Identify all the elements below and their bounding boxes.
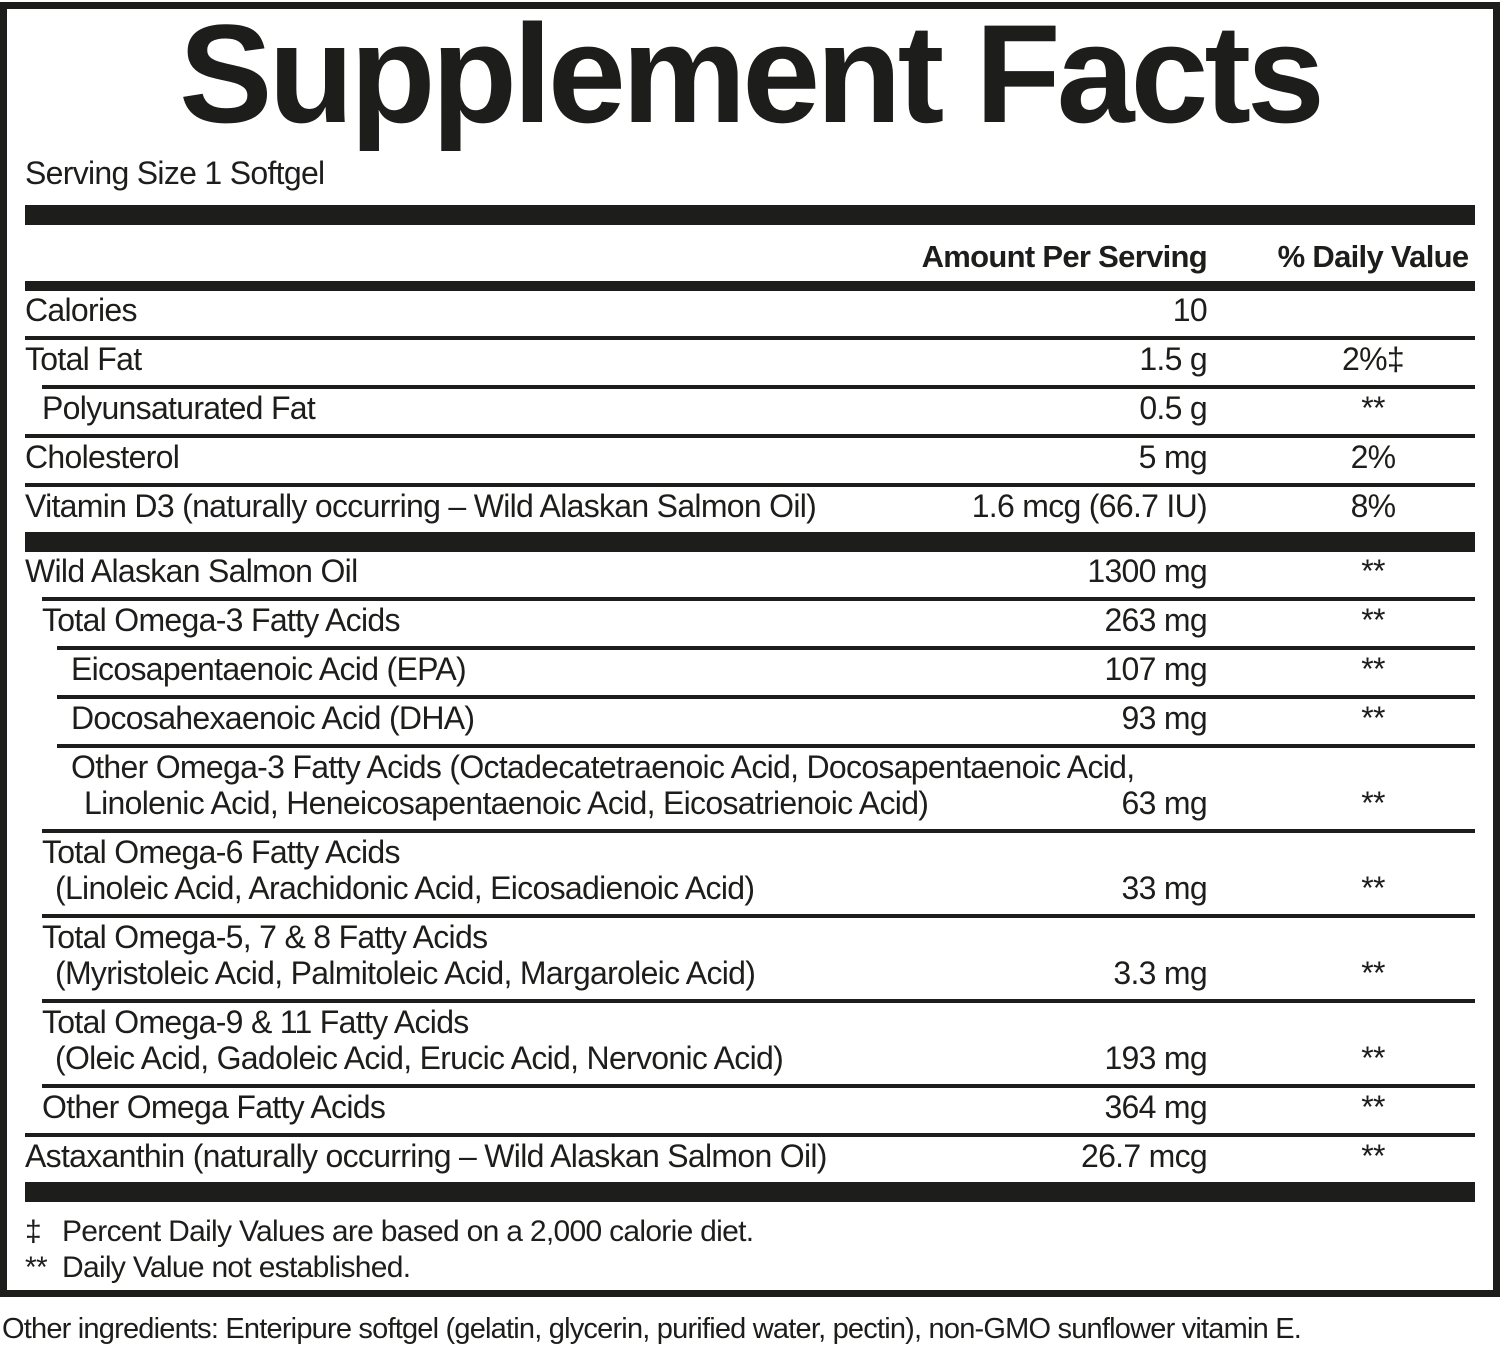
nutrient-name: Wild Alaskan Salmon Oil (25, 553, 358, 589)
daily-value: ** (1361, 1089, 1385, 1125)
row-dha: Docosahexaenoic Acid (DHA) 93 mg ** (7, 699, 1493, 744)
row-total-omega-5-7-8: Total Omega-5, 7 & 8 Fatty Acids (Myrist… (7, 918, 1493, 999)
row-divider (42, 999, 1475, 1003)
nutrient-name: Total Omega-9 & 11 Fatty Acids (42, 1004, 469, 1040)
row-calories: Calories 10 (7, 291, 1493, 336)
row-divider (42, 1084, 1475, 1088)
amount-value: 5 mg (1138, 439, 1208, 475)
footnote-daily-values: ‡ Percent Daily Values are based on a 2,… (25, 1214, 1475, 1250)
footnotes: ‡ Percent Daily Values are based on a 2,… (25, 1214, 1475, 1286)
daily-value: 8% (1350, 488, 1397, 524)
row-divider (57, 744, 1475, 748)
serving-size: Serving Size 1 Softgel (25, 155, 325, 191)
nutrient-name: Eicosapentaenoic Acid (EPA) (71, 651, 467, 687)
nutrient-name-continued: Linolenic Acid, Heneicosapentaenoic Acid… (84, 785, 929, 821)
row-total-omega-6: Total Omega-6 Fatty Acids (Linoleic Acid… (7, 833, 1493, 914)
row-polyunsaturated-fat: Polyunsaturated Fat 0.5 g ** (7, 389, 1493, 434)
section-bar (25, 532, 1475, 552)
amount-value: 263 mg (1104, 602, 1207, 638)
daily-value: ** (1361, 553, 1385, 589)
daily-value: ** (1361, 1138, 1385, 1174)
row-divider (25, 483, 1475, 487)
row-other-omega-3: Other Omega-3 Fatty Acids (Octadecatetra… (7, 748, 1493, 829)
nutrient-name: Other Omega Fatty Acids (42, 1089, 386, 1125)
row-astaxanthin: Astaxanthin (naturally occurring – Wild … (7, 1137, 1493, 1182)
row-divider (42, 829, 1475, 833)
section-bar (25, 281, 1475, 291)
nutrient-name: Total Omega-5, 7 & 8 Fatty Acids (42, 919, 488, 955)
daily-value: 2%‡ (1342, 341, 1405, 377)
row-divider (42, 597, 1475, 601)
daily-value: ** (1361, 651, 1385, 687)
amount-value: 93 mg (1121, 700, 1208, 736)
row-divider (25, 434, 1475, 438)
amount-value: 10 (1172, 292, 1208, 328)
nutrient-name-continued: (Linoleic Acid, Arachidonic Acid, Eicosa… (55, 870, 755, 906)
footnote-text: Percent Daily Values are based on a 2,00… (62, 1215, 754, 1248)
nutrient-name: Cholesterol (25, 439, 180, 475)
row-divider (25, 1133, 1475, 1137)
amount-value: 193 mg (1104, 1040, 1207, 1076)
panel-title: Supplement Facts (179, 0, 1325, 152)
daily-value: 2% (1350, 439, 1397, 475)
daily-value: ** (1361, 785, 1385, 821)
amount-value: 3.3 mg (1113, 955, 1207, 991)
daily-value: ** (1361, 955, 1385, 991)
amount-value: 0.5 g (1139, 390, 1207, 426)
supplement-facts-panel: Supplement Facts Serving Size 1 Softgel … (0, 0, 1500, 1297)
daily-value: ** (1361, 870, 1385, 906)
row-cholesterol: Cholesterol 5 mg 2% (7, 438, 1493, 483)
footnote-symbol: ** (25, 1251, 48, 1284)
daily-value: ** (1361, 390, 1385, 426)
row-other-omega: Other Omega Fatty Acids 364 mg ** (7, 1088, 1493, 1133)
nutrient-name: Other Omega-3 Fatty Acids (Octadecatetra… (71, 749, 1135, 785)
amount-value: 364 mg (1104, 1089, 1207, 1125)
nutrient-name: Calories (25, 292, 137, 328)
amount-value: 1.5 g (1139, 341, 1207, 377)
row-divider (57, 695, 1475, 699)
row-divider (42, 385, 1475, 389)
footnote-text: Daily Value not established. (62, 1251, 411, 1284)
amount-value: 33 mg (1121, 870, 1208, 906)
daily-value: ** (1361, 1040, 1385, 1076)
row-total-omega-3: Total Omega-3 Fatty Acids 263 mg ** (7, 601, 1493, 646)
nutrient-name: Vitamin D3 (naturally occurring – Wild A… (25, 488, 817, 524)
row-vitamin-d3: Vitamin D3 (naturally occurring – Wild A… (7, 487, 1493, 532)
amount-value: 26.7 mcg (1080, 1138, 1208, 1174)
amount-value: 63 mg (1121, 785, 1208, 821)
amount-value: 1300 mg (1087, 553, 1207, 589)
row-total-omega-9-11: Total Omega-9 & 11 Fatty Acids (Oleic Ac… (7, 1003, 1493, 1084)
footnote-symbol: ‡ (25, 1215, 42, 1248)
nutrient-name: Total Fat (25, 341, 142, 377)
nutrient-name-continued: (Oleic Acid, Gadoleic Acid, Erucic Acid,… (55, 1040, 784, 1076)
column-headers: Amount Per Serving % Daily Value (7, 225, 1493, 281)
row-total-fat: Total Fat 1.5 g 2%‡ (7, 340, 1493, 385)
daily-value: ** (1361, 700, 1385, 736)
daily-value-column-header: % Daily Value (1277, 239, 1469, 274)
nutrient-name: Total Omega-3 Fatty Acids (42, 602, 400, 638)
footnote-not-established: ** Daily Value not established. (25, 1250, 1475, 1286)
row-epa: Eicosapentaenoic Acid (EPA) 107 mg ** (7, 650, 1493, 695)
row-divider (25, 336, 1475, 340)
nutrient-name: Total Omega-6 Fatty Acids (42, 834, 400, 870)
nutrient-name-continued: (Myristoleic Acid, Palmitoleic Acid, Mar… (55, 955, 756, 991)
amount-value: 107 mg (1104, 651, 1207, 687)
other-ingredients: Other ingredients: Enteripure softgel (g… (2, 1313, 1302, 1345)
nutrient-name: Polyunsaturated Fat (42, 390, 316, 426)
row-divider (57, 646, 1475, 650)
nutrient-name: Astaxanthin (naturally occurring – Wild … (25, 1138, 827, 1174)
amount-value: 1.6 mcg (66.7 IU) (971, 488, 1208, 524)
section-bar (25, 1182, 1475, 1202)
row-divider (42, 914, 1475, 918)
row-wild-alaskan-salmon-oil: Wild Alaskan Salmon Oil 1300 mg ** (7, 552, 1493, 597)
section-bar (25, 205, 1475, 225)
amount-column-header: Amount Per Serving (921, 239, 1208, 274)
daily-value: ** (1361, 602, 1385, 638)
nutrient-name: Docosahexaenoic Acid (DHA) (71, 700, 475, 736)
